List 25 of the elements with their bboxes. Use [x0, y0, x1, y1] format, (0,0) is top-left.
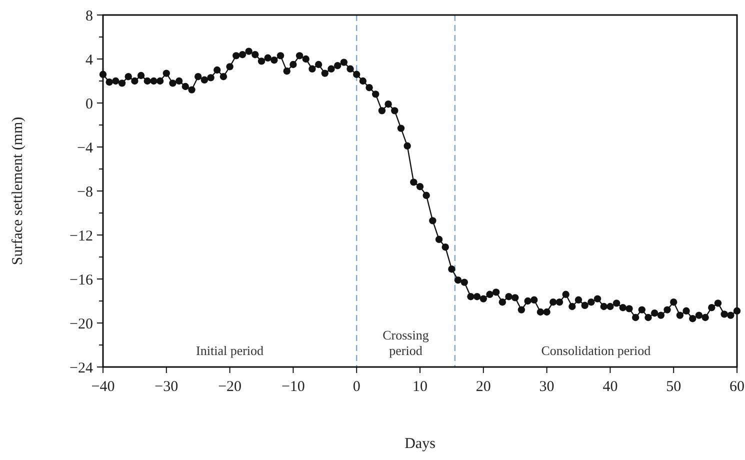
annotation: Initial period — [196, 343, 264, 358]
y-tick-label: −24 — [70, 360, 94, 376]
x-tick-label: 20 — [476, 379, 491, 395]
y-tick-label: −16 — [70, 272, 94, 288]
y-tick-label: 4 — [86, 52, 94, 68]
x-tick-label: −10 — [281, 379, 305, 395]
y-tick-label: −8 — [77, 184, 93, 200]
y-tick-label: 8 — [86, 8, 93, 24]
annotation: Consolidation period — [541, 343, 652, 358]
x-tick-label: −40 — [91, 379, 115, 395]
x-tick-label: 60 — [730, 379, 744, 395]
x-tick-label: −30 — [154, 379, 178, 395]
y-tick-label: −20 — [70, 316, 93, 332]
y-tick-label: 0 — [86, 96, 93, 112]
x-axis-title: Days — [404, 436, 436, 452]
x-tick-label: 10 — [412, 379, 428, 395]
y-tick-label: −12 — [70, 228, 93, 244]
x-tick-label: −20 — [218, 379, 242, 395]
x-tick-label: 40 — [602, 379, 618, 395]
x-tick-label: 50 — [666, 379, 682, 395]
y-axis-title: Surface settlement (mm) — [10, 116, 26, 266]
x-tick-label: 0 — [352, 379, 360, 395]
x-tick-label: 30 — [539, 379, 554, 395]
y-tick-label: −4 — [77, 140, 94, 156]
annotation: Crossing period — [382, 327, 430, 358]
